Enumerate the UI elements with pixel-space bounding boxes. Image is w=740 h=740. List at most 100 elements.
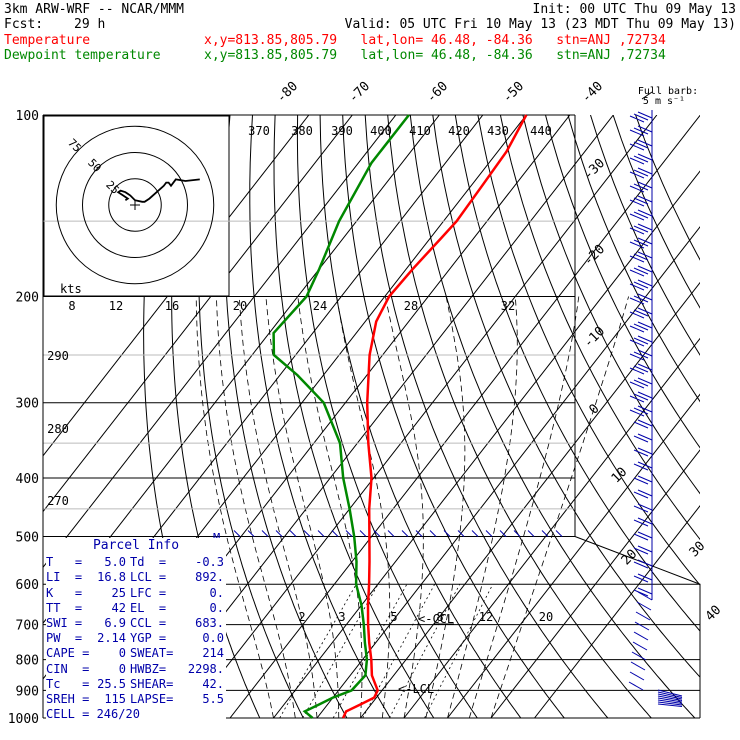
moist-adiabat	[425, 296, 466, 718]
parcel-k1-cell: TT =	[46, 600, 83, 615]
wind-barb	[471, 530, 479, 537]
pressure-tick-label: 700	[16, 619, 39, 634]
wind-barb	[633, 365, 649, 373]
parcel-info-row: T = 5.0 Td = -0.3	[46, 555, 226, 570]
wind-barb	[485, 530, 493, 537]
wind-barb	[633, 211, 649, 219]
wind-barb	[633, 519, 649, 527]
dewpoint-profile	[272, 114, 410, 719]
moist-adiabat	[447, 296, 518, 718]
isotherm-label: -50	[500, 79, 527, 106]
parcel-k1-cell: T =	[46, 555, 83, 570]
wind-barb	[629, 367, 645, 375]
mixing-ratio-label: 8	[436, 610, 443, 624]
isotherm-line	[43, 115, 397, 569]
wind-barb	[637, 573, 653, 581]
parcel-k2-cell: LAPSE=	[130, 692, 174, 707]
wind-barb	[657, 701, 683, 706]
wind-barb	[637, 139, 653, 147]
wind-barb	[261, 530, 269, 537]
mixing-ratio-label: 12	[479, 610, 493, 624]
moist-adiabat	[195, 296, 274, 718]
wind-barb	[633, 239, 649, 247]
pressure-tick-label: 1000	[8, 712, 39, 727]
wind-barb	[331, 530, 339, 537]
wind-barb	[657, 703, 683, 707]
parcel-info-panel: Parcel Info T = 5.0 Td = -0.3 LI = 16.8 LCL = 8…	[46, 538, 226, 723]
parcel-v1-cell: 2.14	[97, 631, 126, 646]
hodograph-axis-label: 20	[233, 299, 247, 313]
parcel-v1-cell: 0	[118, 646, 126, 661]
parcel-k1-cell: Tc =	[46, 676, 90, 691]
mixing-ratio-label: 2	[298, 610, 305, 624]
wind-barb	[629, 325, 645, 333]
wind-barb	[629, 213, 645, 221]
wind-barb	[637, 447, 653, 455]
parcel-k1-cell: PW =	[46, 631, 83, 646]
barb-legend-label: Full barb:	[638, 86, 698, 97]
mixing-ratio-label: 3	[338, 610, 345, 624]
wind-barb	[629, 395, 645, 403]
wind-barb	[657, 695, 683, 701]
hodograph-units: kts	[60, 282, 82, 296]
wind-barb	[657, 691, 683, 698]
wind-barb	[633, 309, 649, 317]
wind-barb	[637, 419, 653, 427]
wind-barb	[633, 491, 649, 499]
wind-barb	[633, 561, 649, 569]
wind-barb	[373, 530, 381, 537]
parcel-k2-cell: EL =	[130, 600, 167, 615]
parcel-v1-cell: 16.8	[97, 570, 126, 585]
dry-adiabat	[342, 115, 565, 718]
wind-barb	[633, 407, 649, 415]
wind-barb	[499, 530, 507, 537]
hodograph-trace	[116, 178, 200, 203]
parcel-info-row: PW = 2.14 YGP = 0.0	[46, 631, 226, 646]
wind-barb	[633, 547, 649, 555]
parcel-info-row: TT = 42 EL = 0.	[46, 601, 226, 616]
wind-barb	[629, 311, 645, 319]
wind-barb	[637, 335, 653, 343]
wind-barb	[637, 489, 653, 497]
isotherm-line	[490, 449, 700, 718]
wind-barb	[629, 199, 645, 207]
wind-barb	[637, 377, 653, 385]
parcel-k1-cell: CIN =	[46, 661, 90, 676]
forecast-label: Fcst:	[4, 17, 44, 32]
parcel-v1-cell: 0	[118, 661, 126, 676]
pressure-tick-label: 200	[16, 291, 39, 306]
moist-adiabat	[468, 296, 580, 718]
parcel-info-row: CIN = 0 HWBZ= 2298.	[46, 662, 226, 677]
parcel-v2-cell: 2298.	[187, 661, 224, 676]
pressure-tick-label: 500	[16, 530, 39, 545]
wind-barb	[629, 143, 645, 151]
theta-label: 370	[248, 124, 270, 138]
pressure-tick-label: 900	[16, 684, 39, 699]
parcel-info-row: SREH = 115 LAPSE= 5.5	[46, 692, 226, 707]
isotherm-label: -80	[274, 79, 301, 106]
wind-barb	[637, 433, 653, 441]
isotherm-line	[360, 281, 700, 718]
wind-barb	[633, 351, 649, 359]
wind-barb	[629, 381, 645, 389]
wind-barb	[628, 681, 644, 691]
isotherm-label: -30	[581, 156, 608, 183]
hodograph-ring	[108, 178, 162, 232]
wind-barb	[633, 589, 649, 597]
wind-barb	[629, 227, 645, 235]
isotherm-line	[316, 226, 700, 718]
pressure-tick-label: 300	[16, 397, 39, 412]
wind-barb	[303, 530, 311, 537]
wind-barb	[633, 477, 649, 485]
wind-barb	[415, 530, 423, 537]
dry-adiabat	[567, 115, 700, 403]
wind-barb	[637, 209, 653, 217]
parcel-k1-cell: SREH =	[46, 692, 90, 707]
parcel-v2-cell: 683.	[195, 616, 224, 631]
barb-legend-sample	[641, 91, 653, 100]
wind-barb	[637, 475, 653, 483]
parcel-v2-cell: 0.	[209, 585, 224, 600]
wind-barb	[637, 405, 653, 413]
wind-barb	[637, 293, 653, 301]
